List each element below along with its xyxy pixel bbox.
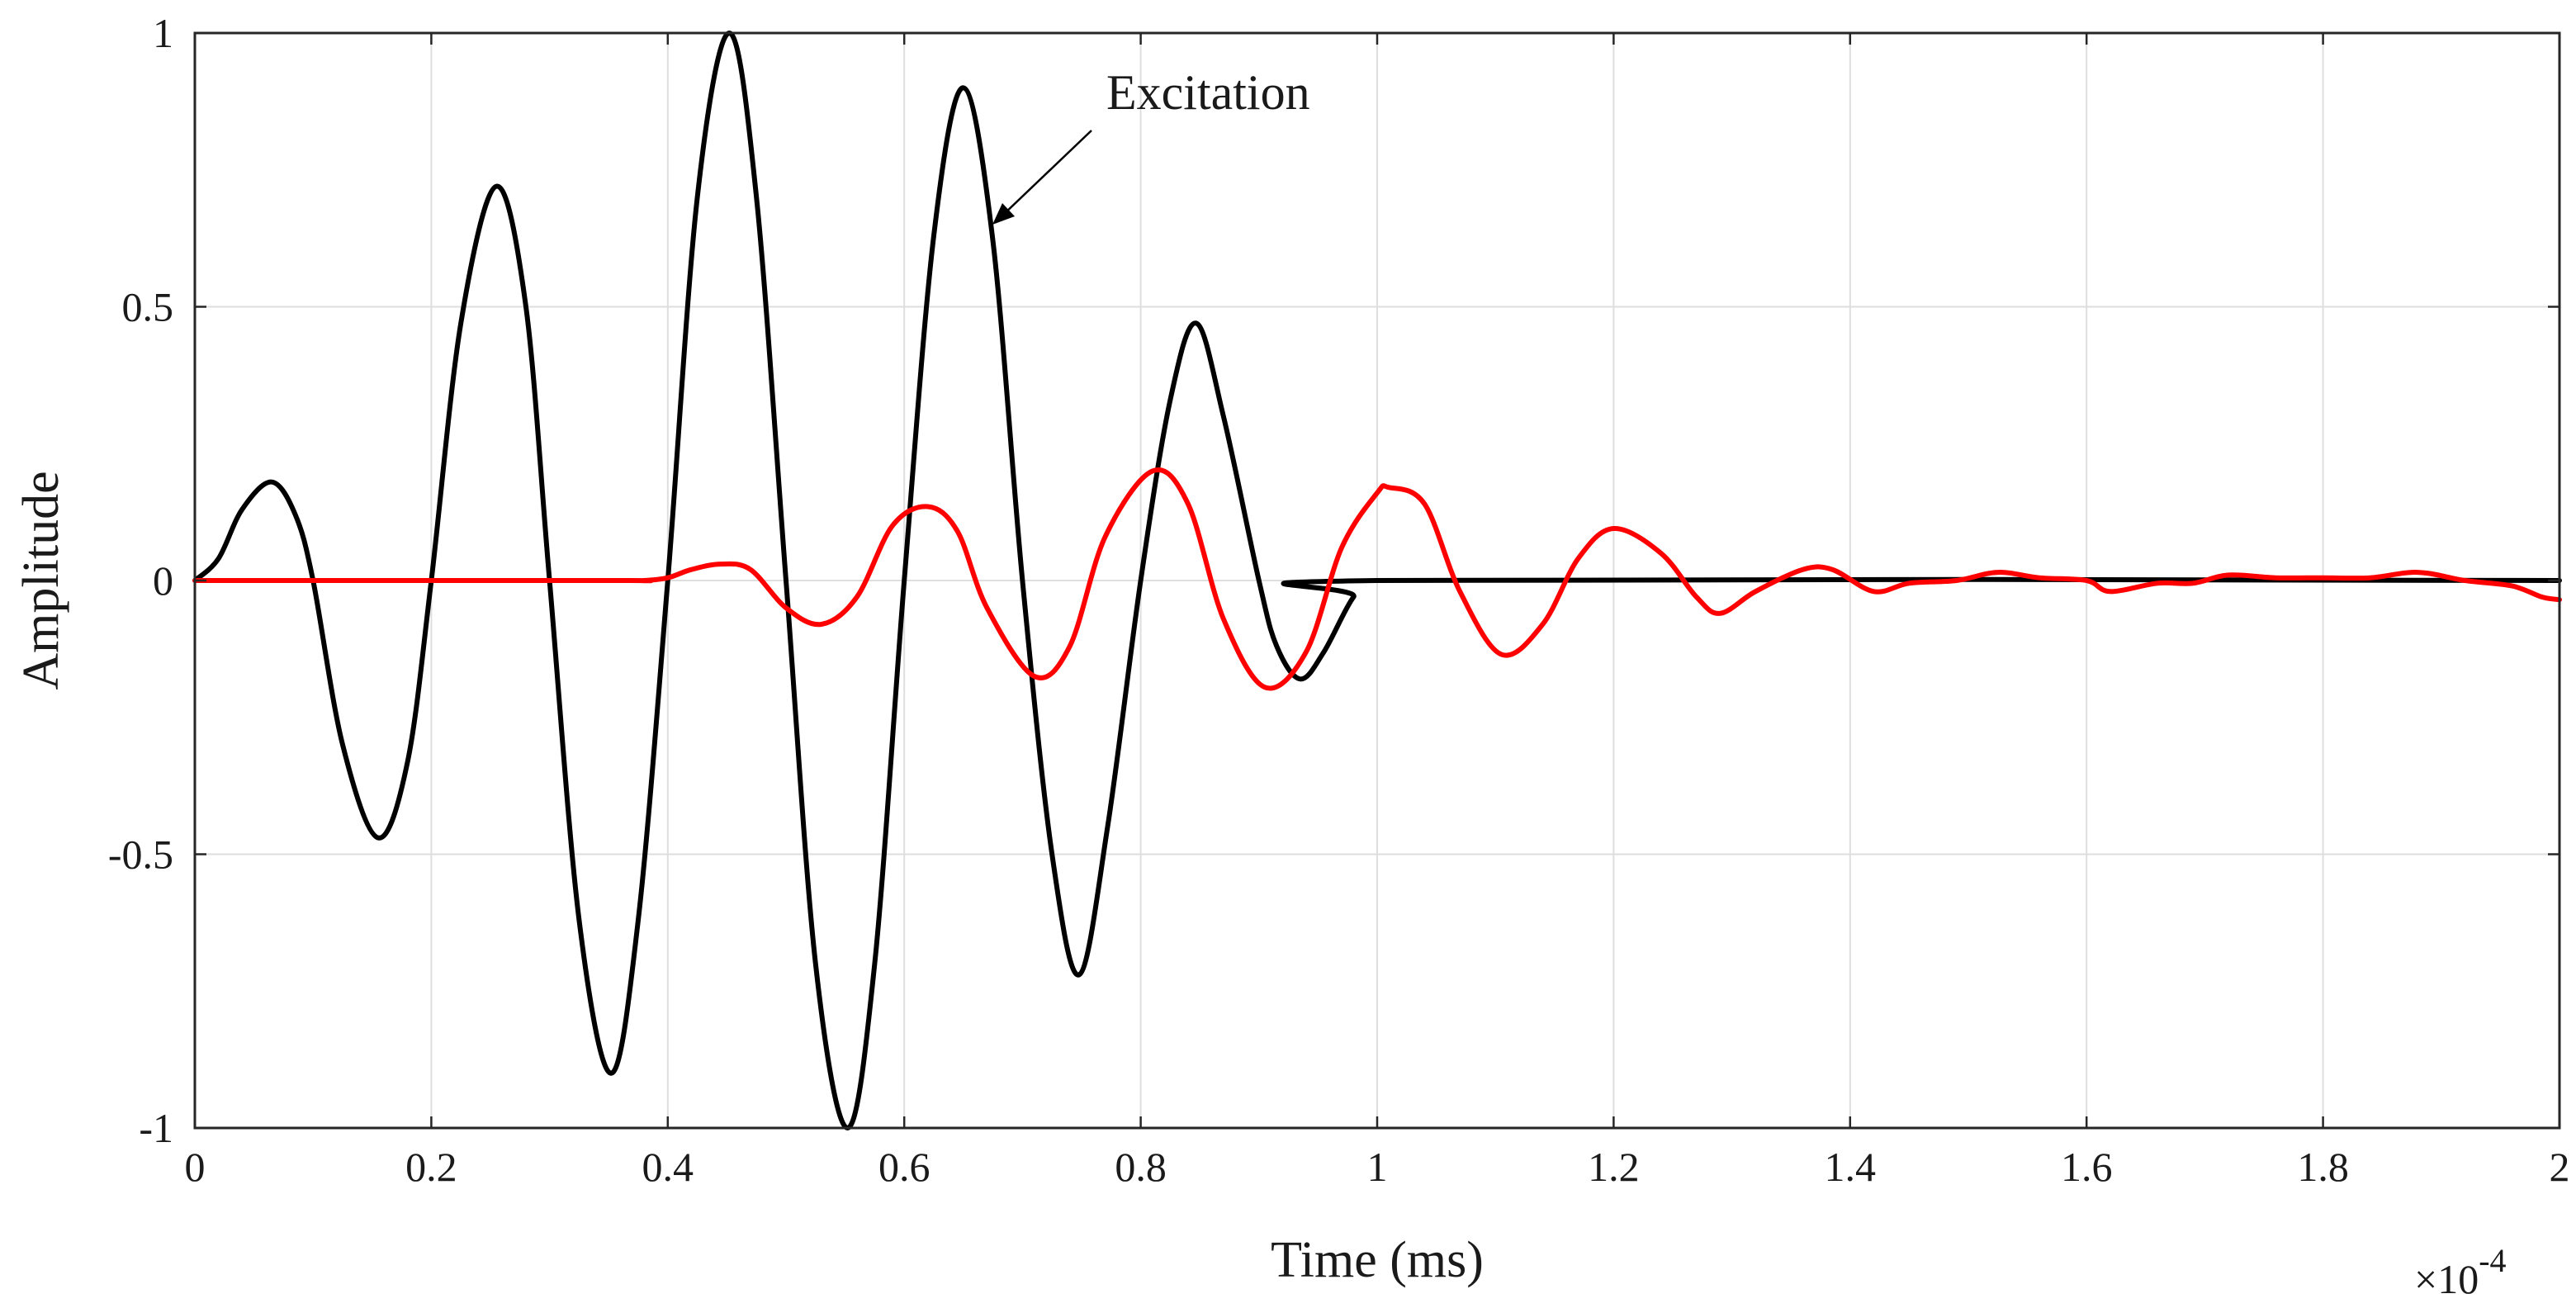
y-tick-label: 0: [153, 557, 173, 604]
series-layer: [192, 31, 2562, 1130]
x-tick-label: 1.6: [2061, 1144, 2113, 1190]
x-tick-label: 0.6: [878, 1144, 930, 1190]
x-tick-label: 0.2: [405, 1144, 457, 1190]
y-tick-label: -0.5: [108, 832, 173, 878]
x-tick-label: 0.8: [1115, 1144, 1167, 1190]
axis-ticks: [193, 31, 2561, 1130]
x-exponent-power: -4: [2479, 1242, 2506, 1279]
y-tick-label: 0.5: [122, 284, 174, 330]
annotation-excitation: Excitation: [992, 65, 1310, 225]
x-tick-label: 1.8: [2297, 1144, 2349, 1190]
y-tick-labels: -1 -0.5 0 0.5 1: [108, 10, 173, 1151]
y-tick-label: -1: [139, 1105, 173, 1151]
x-tick-label: 1.2: [1588, 1144, 1640, 1190]
y-tick-label: 1: [153, 10, 173, 56]
x-tick-label: 2: [2550, 1144, 2570, 1190]
x-tick-label: 1: [1367, 1144, 1388, 1190]
series-line-response: [192, 467, 2562, 691]
x-exponent-label: ×10-4: [2414, 1242, 2507, 1302]
x-exponent-base: ×10: [2414, 1256, 2479, 1302]
annotation-arrow-line: [1001, 130, 1092, 217]
y-axis-title: Amplitude: [13, 471, 69, 690]
annotation-arrowhead: [992, 203, 1015, 225]
x-tick-label: 0.4: [642, 1144, 694, 1190]
series-line-excitation: [192, 31, 2562, 1130]
x-axis-title: Time (ms): [1271, 1232, 1484, 1288]
x-tick-label: 1.4: [1825, 1144, 1877, 1190]
x-tick-labels: 0 0.2 0.4 0.6 0.8 1 1.2 1.4 1.6 1.8 2: [185, 1144, 2570, 1190]
x-tick-label: 0: [185, 1144, 206, 1190]
annotation-text: Excitation: [1106, 65, 1310, 120]
